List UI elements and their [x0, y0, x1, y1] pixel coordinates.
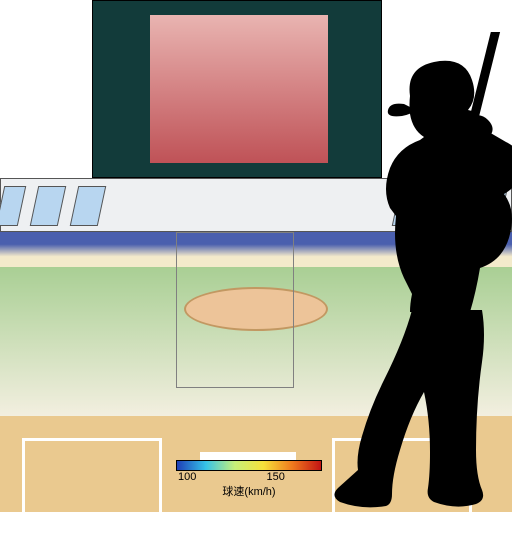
batter-box-left	[22, 438, 162, 558]
legend-tick: 150	[267, 471, 285, 483]
batter-silhouette	[292, 32, 512, 510]
legend-tick: 100	[178, 471, 196, 483]
strike-zone	[176, 232, 294, 388]
